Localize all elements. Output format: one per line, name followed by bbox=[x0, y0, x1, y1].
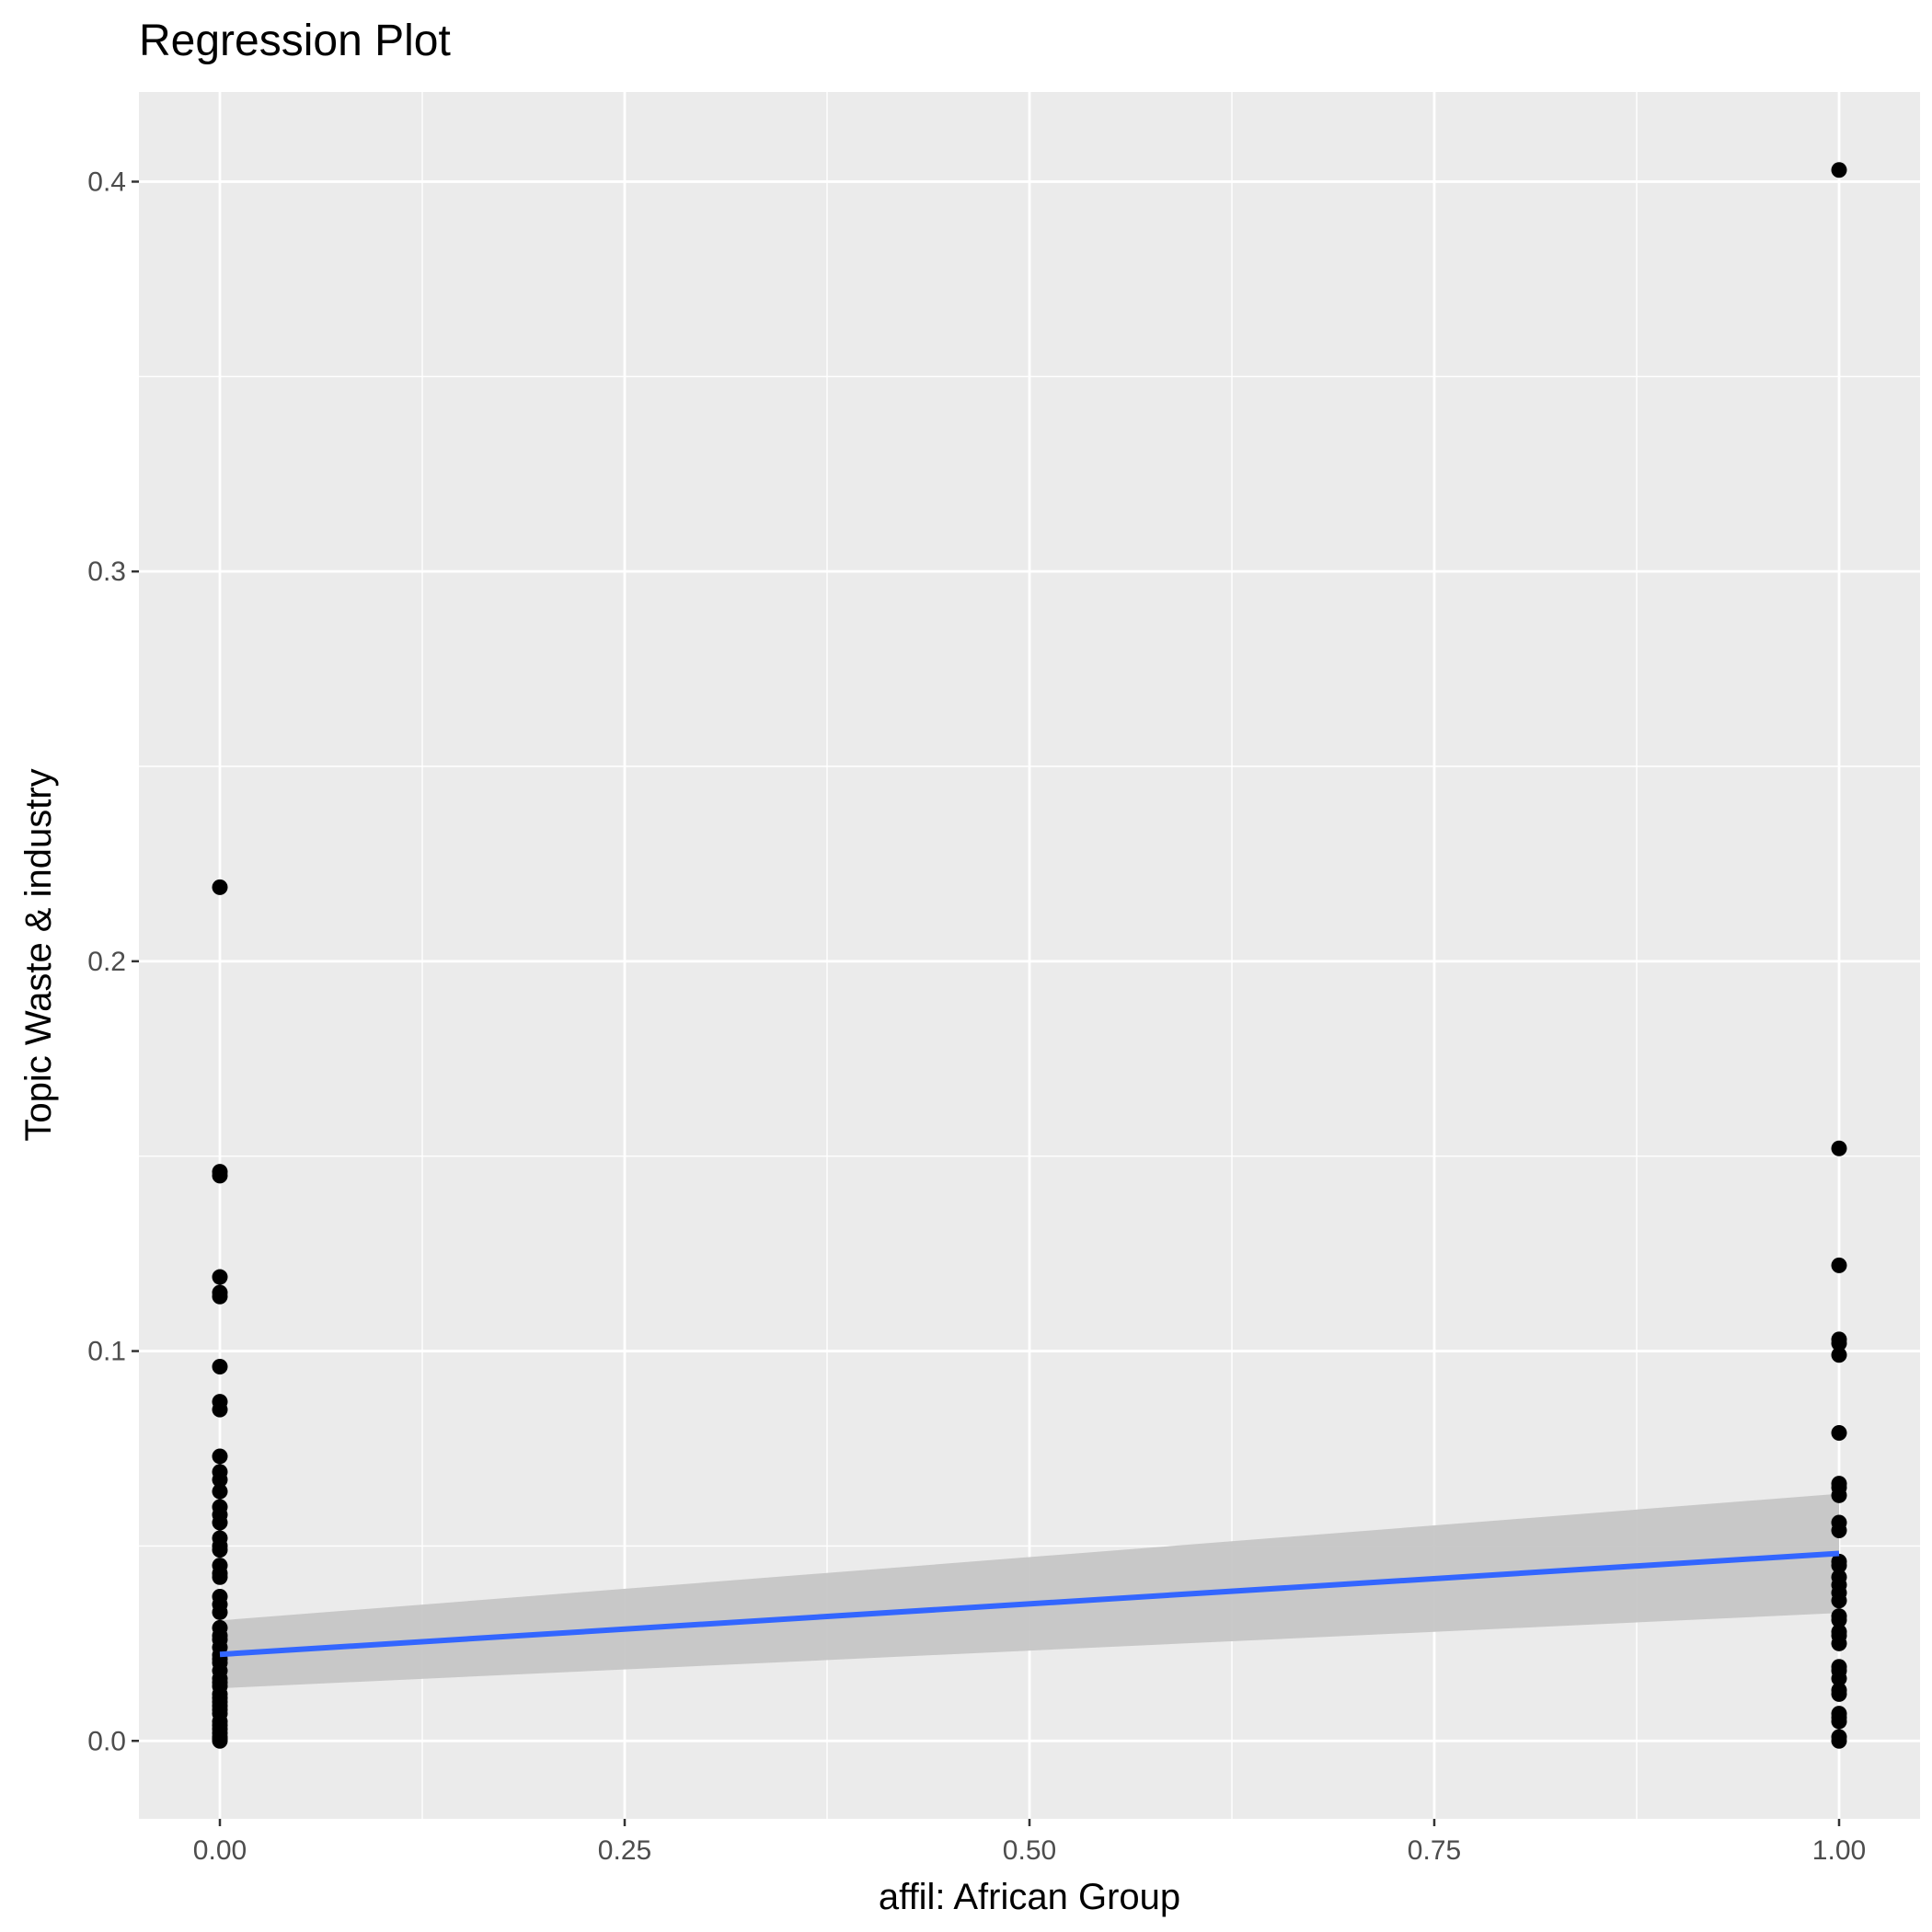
y-axis-title: Topic Waste & industry bbox=[18, 768, 59, 1141]
y-tick-label: 0.3 bbox=[87, 557, 126, 587]
data-point bbox=[1831, 1487, 1847, 1503]
x-axis-title: affil: African Group bbox=[879, 1877, 1180, 1917]
data-point bbox=[1831, 162, 1847, 178]
data-point bbox=[212, 1167, 228, 1184]
data-point bbox=[212, 1569, 228, 1585]
data-point bbox=[212, 1604, 228, 1620]
data-points bbox=[212, 162, 1847, 1749]
data-point bbox=[212, 1514, 228, 1531]
x-tick-label: 0.75 bbox=[1408, 1835, 1461, 1866]
data-point bbox=[1831, 1347, 1847, 1363]
y-axis: 0.0 0.1 0.2 0.3 0.4 bbox=[87, 167, 139, 1756]
data-point bbox=[212, 1401, 228, 1418]
data-point bbox=[1831, 1713, 1847, 1730]
data-point bbox=[1831, 1257, 1847, 1273]
fit-line-layer bbox=[219, 1550, 1840, 1658]
x-tick-label: 0.00 bbox=[193, 1835, 247, 1866]
x-tick-label: 0.50 bbox=[1003, 1835, 1056, 1866]
data-point bbox=[1831, 1558, 1847, 1574]
data-point bbox=[1831, 1335, 1847, 1351]
data-point bbox=[1831, 1670, 1847, 1686]
y-tick-label: 0.0 bbox=[87, 1726, 126, 1756]
major-gridlines bbox=[139, 92, 1920, 1819]
chart-title: Regression Plot bbox=[139, 17, 451, 65]
data-point bbox=[1831, 1732, 1847, 1749]
y-tick-label: 0.4 bbox=[87, 167, 126, 197]
data-point bbox=[1831, 1425, 1847, 1442]
data-point bbox=[212, 1269, 228, 1285]
data-point bbox=[212, 1732, 228, 1749]
data-point bbox=[212, 1471, 228, 1488]
data-point bbox=[212, 1359, 228, 1375]
confidence-band-layer bbox=[220, 1493, 1839, 1689]
x-tick-label: 0.25 bbox=[598, 1835, 651, 1866]
x-axis: 0.00 0.25 0.50 0.75 1.00 bbox=[193, 1819, 1866, 1866]
y-tick-label: 0.1 bbox=[87, 1337, 126, 1367]
data-point bbox=[212, 1448, 228, 1465]
data-point bbox=[212, 1542, 228, 1558]
x-tick-label: 1.00 bbox=[1812, 1835, 1866, 1866]
data-point bbox=[1831, 1522, 1847, 1538]
confidence-band bbox=[220, 1493, 1839, 1689]
data-point bbox=[1831, 1635, 1847, 1651]
data-point bbox=[1831, 1140, 1847, 1156]
data-point bbox=[1831, 1612, 1847, 1628]
y-tick-label: 0.2 bbox=[87, 947, 126, 977]
data-point bbox=[1831, 1685, 1847, 1702]
regression-line bbox=[219, 1550, 1840, 1658]
data-point bbox=[212, 879, 228, 895]
data-point bbox=[1831, 1593, 1847, 1609]
data-point bbox=[212, 1288, 228, 1305]
data-point bbox=[212, 1483, 228, 1500]
